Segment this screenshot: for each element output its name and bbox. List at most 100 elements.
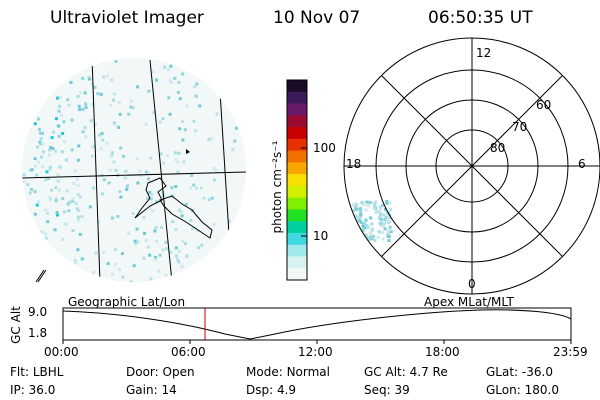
polar-pixel — [364, 208, 368, 212]
disk-pixel — [210, 137, 214, 141]
disk-pixel — [147, 89, 151, 93]
disk-pixel — [66, 202, 70, 206]
disk-pixel — [127, 231, 131, 235]
disk-pixel — [100, 173, 104, 177]
polar-pixel — [352, 223, 356, 227]
disk-pixel — [76, 183, 80, 187]
disk-pixel — [131, 212, 135, 215]
disk-pixel — [154, 255, 157, 259]
polar-pixel — [362, 222, 366, 226]
disk-pixel — [181, 120, 185, 124]
disk-pixel — [39, 137, 43, 141]
disk-pixel — [58, 165, 62, 169]
disk-pixel — [161, 248, 165, 252]
disk-pixel — [158, 253, 162, 257]
disk-pixel — [28, 191, 32, 195]
disk-pixel — [117, 125, 121, 129]
disk-pixel — [168, 78, 172, 82]
disk-pixel — [196, 246, 200, 250]
disk-pixel — [227, 219, 231, 223]
disk-pixel — [71, 197, 75, 201]
polar-pixel — [382, 224, 386, 228]
disk-pixel — [54, 186, 58, 190]
disk-pixel — [102, 75, 106, 79]
disk-pixel — [41, 165, 45, 168]
date-label: 10 Nov 07 — [273, 8, 361, 28]
disk-pixel — [180, 264, 184, 268]
polar-pixel — [387, 239, 391, 243]
polar-pixel — [354, 214, 358, 218]
timeline-plot — [62, 307, 572, 344]
disk-pixel — [49, 146, 53, 150]
disk-pixel — [74, 169, 77, 173]
status-seq: Seq: 39 — [364, 383, 410, 397]
timeline-x-tick: 12:00 — [298, 345, 333, 359]
disk-pixel — [185, 254, 189, 258]
disk-pixel — [124, 169, 128, 173]
disk-pixel — [41, 150, 45, 154]
polar-pixel — [354, 207, 358, 211]
disk-pixel — [56, 173, 60, 177]
polar-pixel — [359, 207, 363, 210]
disk-pixel — [74, 201, 78, 205]
polar-pixel — [378, 205, 382, 209]
polar-pixel — [354, 227, 358, 231]
disk-pixel — [150, 193, 154, 196]
disk-pixel — [105, 141, 109, 145]
polar-pixel — [369, 232, 373, 236]
disk-pixel — [57, 135, 61, 138]
polar-pixel — [370, 227, 374, 231]
disk-pixel — [64, 222, 68, 226]
disk-pixel — [54, 149, 57, 153]
polar-pixel — [351, 229, 355, 233]
polar-pixel — [364, 218, 368, 222]
polar-pixel — [361, 224, 365, 228]
disk-pixel — [116, 215, 120, 218]
status-ip: IP: 36.0 — [10, 383, 56, 397]
disk-pixel — [114, 168, 118, 172]
disk-pixel — [153, 258, 157, 262]
disk-pixel — [46, 211, 50, 215]
polar-pixel — [365, 200, 369, 204]
disk-pixel — [46, 220, 50, 224]
instrument-title: Ultraviolet Imager — [50, 8, 204, 28]
polar-pixel — [381, 231, 384, 235]
disk-pixel — [142, 256, 146, 260]
colorbar-band — [287, 127, 307, 140]
disk-pixel — [84, 135, 88, 139]
disk-pixel — [76, 215, 80, 219]
disk-pixel — [55, 117, 58, 121]
disk-pixel — [35, 173, 39, 177]
disk-pixel — [181, 72, 185, 76]
disk-pixel — [235, 126, 238, 130]
timeline-x-tick: 06:00 — [171, 345, 206, 359]
disk-pixel — [114, 123, 118, 127]
disk-pixel — [196, 229, 200, 233]
disk-pixel — [39, 142, 43, 146]
disk-pixel — [181, 239, 185, 243]
polar-pixel — [368, 201, 372, 204]
disk-pixel — [146, 245, 150, 249]
disk-pixel — [131, 106, 135, 110]
polar-pixel — [387, 235, 391, 238]
disk-pixel — [33, 164, 37, 168]
disk-pixel — [200, 243, 204, 247]
disk-pixel — [108, 103, 112, 107]
disk-pixel — [105, 74, 109, 78]
polar-pixel — [355, 203, 359, 206]
disk-pixel — [212, 222, 216, 226]
disk-pixel — [155, 78, 158, 82]
polar-pixel — [373, 202, 377, 206]
disk-pixel — [80, 257, 84, 261]
polar-pixel — [369, 216, 373, 220]
status-glat: GLat: -36.0 — [486, 365, 553, 379]
disk-pixel — [119, 195, 123, 199]
disk-pixel — [151, 209, 155, 213]
disk-pixel — [71, 229, 75, 232]
polar-pixel — [377, 221, 381, 225]
disk-pixel — [33, 190, 37, 194]
disk-pixel — [90, 154, 94, 158]
disk-pixel — [149, 197, 153, 201]
disk-pixel — [106, 262, 110, 266]
disk-pixel — [33, 122, 37, 126]
